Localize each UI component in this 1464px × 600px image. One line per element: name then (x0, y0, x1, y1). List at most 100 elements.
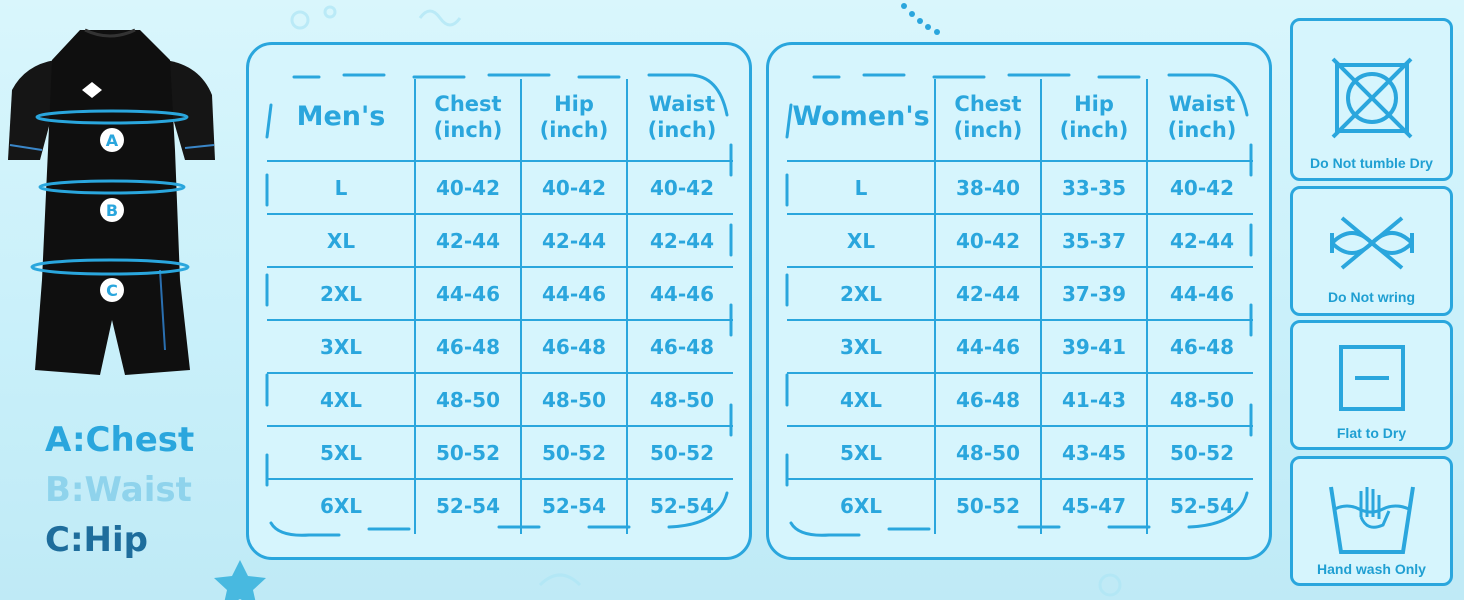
column-header-unit: (inch) (539, 118, 609, 142)
size-label: 4XL (319, 387, 363, 412)
size-label: 5XL (839, 440, 883, 465)
row-divider (267, 319, 733, 321)
size-label: 2XL (839, 281, 883, 306)
svg-text:C: C (106, 281, 118, 300)
row-divider (267, 213, 733, 215)
table-row: 6XL 50-52 45-47 52-54 (787, 479, 1257, 532)
table-title: Men's (296, 101, 386, 132)
wetsuit-figure: A B C (8, 28, 215, 375)
measurement-value: 52-54 (542, 493, 606, 518)
no-tumble-dry-icon (1331, 57, 1412, 139)
measurement-value: 44-46 (1170, 281, 1234, 306)
measurement-value: 33-35 (1062, 175, 1126, 200)
measurement-value: 52-54 (650, 493, 714, 518)
table-row: 6XL 52-54 52-54 52-54 (267, 479, 737, 532)
row-divider (267, 372, 733, 374)
measurement-value: 45-47 (1062, 493, 1126, 518)
care-hand-wash: Hand wash Only (1290, 456, 1453, 586)
row-divider (267, 266, 733, 268)
header-row: Women's Chest (inch) Hip (inch) Waist (inch) (787, 73, 1257, 161)
column-divider (414, 79, 416, 534)
size-label: L (334, 175, 348, 200)
size-label: XL (846, 228, 876, 253)
size-label: 3XL (839, 334, 883, 359)
column-header-name: Hip (1074, 92, 1114, 116)
measurement-value: 48-50 (1170, 387, 1234, 412)
column-header-unit: (inch) (433, 118, 503, 142)
measurement-value: 46-48 (650, 334, 714, 359)
column-header: Hip (inch) (1041, 73, 1147, 161)
column-header: Hip (inch) (521, 73, 627, 161)
measurement-value: 48-50 (650, 387, 714, 412)
measurement-value: 50-52 (1170, 440, 1234, 465)
marker-a: A (100, 128, 124, 152)
svg-text:A: A (106, 131, 119, 150)
column-header: Waist (inch) (627, 73, 737, 161)
table-title: Women's (792, 101, 930, 132)
care-label: Hand wash Only (1317, 561, 1426, 577)
row-divider (787, 160, 1253, 162)
column-header-unit: (inch) (1167, 118, 1237, 142)
care-label: Do Not wring (1327, 289, 1416, 305)
column-header-unit: (inch) (953, 118, 1023, 142)
legend-hip: C:Hip (45, 520, 148, 560)
flat-dry-icon (1338, 345, 1405, 411)
table-row: XL 40-42 35-37 42-44 (787, 214, 1257, 267)
measurement-value: 46-48 (1170, 334, 1234, 359)
table-row: XL 42-44 42-44 42-44 (267, 214, 737, 267)
measurement-value: 52-54 (436, 493, 500, 518)
measurement-value: 40-42 (956, 228, 1020, 253)
no-wring-icon (1329, 216, 1414, 270)
svg-text:B: B (106, 201, 118, 220)
measurement-value: 46-48 (956, 387, 1020, 412)
column-header-name: Chest (434, 92, 502, 116)
row-divider (787, 266, 1253, 268)
measurement-value: 44-46 (956, 334, 1020, 359)
measurement-value: 44-46 (436, 281, 500, 306)
size-label: 4XL (839, 387, 883, 412)
measurement-value: 39-41 (1062, 334, 1126, 359)
care-no-wring: Do Not wring (1290, 186, 1453, 316)
row-divider (267, 478, 733, 480)
table-row: 2XL 42-44 37-39 44-46 (787, 267, 1257, 320)
table-row: 4XL 48-50 48-50 48-50 (267, 373, 737, 426)
size-label: L (854, 175, 868, 200)
measurement-value: 37-39 (1062, 281, 1126, 306)
size-label: 2XL (319, 281, 363, 306)
mens-size-chart: Men's Chest (inch) Hip (inch) Waist (inch) L 40-… (246, 42, 752, 560)
measurement-value: 42-44 (542, 228, 606, 253)
header-row: Men's Chest (inch) Hip (inch) Waist (inch) (267, 73, 737, 161)
legend-chest: A:Chest (45, 420, 195, 460)
care-no-tumble-dry: Do Not tumble Dry (1290, 18, 1453, 181)
column-divider (1040, 79, 1042, 534)
row-divider (787, 372, 1253, 374)
table-row: L 38-40 33-35 40-42 (787, 161, 1257, 214)
measurement-value: 40-42 (436, 175, 500, 200)
column-header: Chest (inch) (935, 73, 1041, 161)
table-row: 4XL 46-48 41-43 48-50 (787, 373, 1257, 426)
row-divider (787, 478, 1253, 480)
column-header-name: Waist (1168, 92, 1236, 116)
column-header: Waist (inch) (1147, 73, 1257, 161)
measurement-value: 52-54 (1170, 493, 1234, 518)
measurement-value: 42-44 (650, 228, 714, 253)
measurement-value: 38-40 (956, 175, 1020, 200)
marker-c: C (100, 278, 124, 302)
measurement-value: 43-45 (1062, 440, 1126, 465)
measurement-value: 48-50 (542, 387, 606, 412)
table-row: 3XL 46-48 46-48 46-48 (267, 320, 737, 373)
column-header-name: Waist (648, 92, 716, 116)
womens-size-chart: Women's Chest (inch) Hip (inch) Waist (inch) L 3… (766, 42, 1272, 560)
row-divider (787, 319, 1253, 321)
row-divider (787, 213, 1253, 215)
column-header-name: Chest (954, 92, 1022, 116)
legend-waist: B:Waist (45, 470, 192, 510)
size-label: 5XL (319, 440, 363, 465)
care-flat-dry: Flat to Dry (1290, 320, 1453, 450)
column-divider (1146, 79, 1148, 534)
measurement-value: 50-52 (956, 493, 1020, 518)
measurement-value: 40-42 (1170, 175, 1234, 200)
size-label: 6XL (319, 493, 363, 518)
table-row: 2XL 44-46 44-46 44-46 (267, 267, 737, 320)
measurement-value: 42-44 (956, 281, 1020, 306)
